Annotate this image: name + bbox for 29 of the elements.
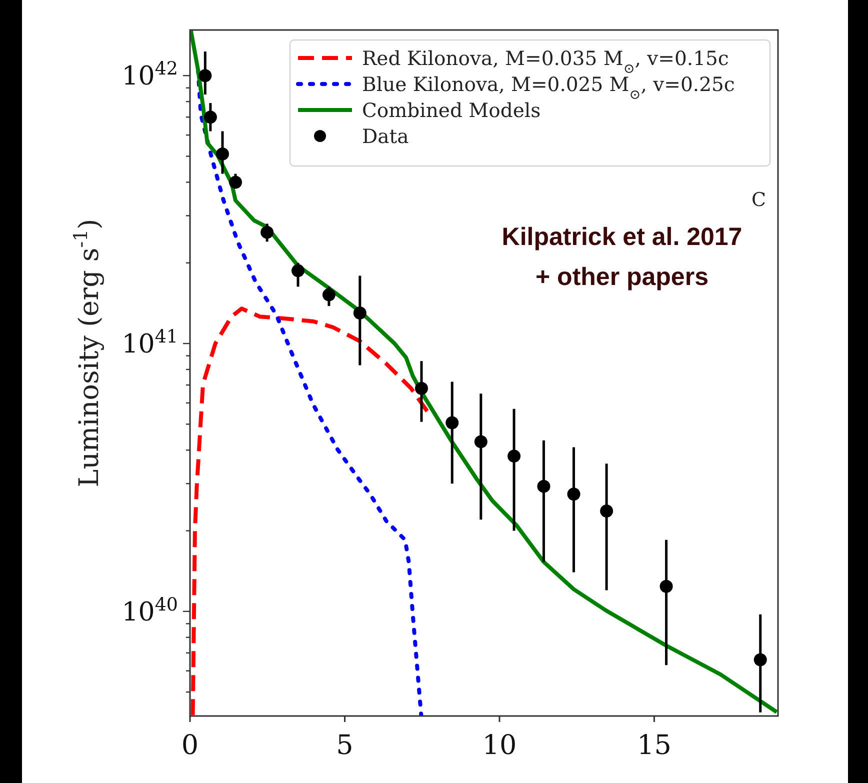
y-tick-label: 10$^{42}$ <box>122 58 178 92</box>
y-tick-label: 10$^{40}$ <box>122 594 178 628</box>
point <box>322 288 336 302</box>
point <box>414 382 428 395</box>
annotation: Kilpatrick et al. 2017 <box>502 223 742 251</box>
annotation: C <box>751 189 766 211</box>
point <box>198 69 212 82</box>
point <box>537 480 550 493</box>
point <box>508 450 521 463</box>
point <box>260 226 274 239</box>
x-tick-label: 10 <box>482 730 517 761</box>
point <box>660 580 673 593</box>
x-tick-label: 5 <box>336 730 354 761</box>
point <box>204 110 217 124</box>
legend-label: Data <box>362 125 410 148</box>
x-tick-label: 15 <box>637 730 672 761</box>
point <box>292 264 305 278</box>
line-series <box>190 30 778 714</box>
point <box>228 176 242 189</box>
point <box>567 488 580 501</box>
point <box>446 416 459 430</box>
x-tick-label: 0 <box>181 730 199 761</box>
point <box>474 435 488 448</box>
annotation: + other papers <box>536 263 708 291</box>
point <box>600 504 614 518</box>
point <box>353 306 366 320</box>
point <box>216 147 229 160</box>
point <box>754 653 767 666</box>
y-tick-label: 10$^{41}$ <box>122 326 178 360</box>
